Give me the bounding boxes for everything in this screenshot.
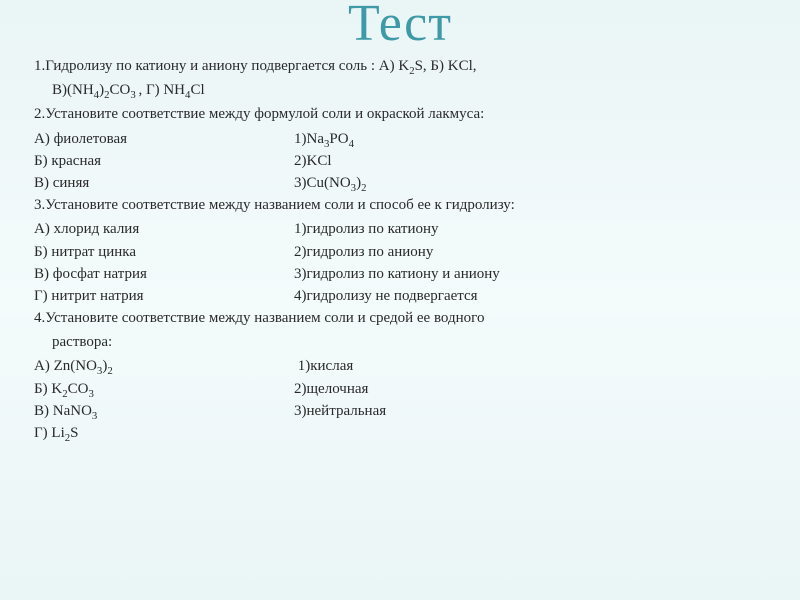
q2-sub: 2: [361, 182, 366, 194]
q2-row-c: В) синяя 3)Cu(NO3)2: [34, 172, 766, 194]
q4-c-right: 3)нейтральная: [294, 400, 766, 422]
q3-a-right: 1)гидролиз по катиону: [294, 218, 766, 240]
q2-b-right: 2)KCl: [294, 150, 766, 172]
question-2-stem: 2.Установите соответствие между формулой…: [34, 103, 766, 125]
q2-c-right: 3)Cu(NO3)2: [294, 172, 766, 194]
q3-c-right: 3)гидролиз по катиону и аниону: [294, 263, 766, 285]
content-body: 1.Гидролизу по катиону и аниону подверга…: [34, 55, 766, 444]
q2-row-a: А) фиолетовая 1)Na3PO4: [34, 128, 766, 150]
q2-a-left: А) фиолетовая: [34, 128, 294, 150]
question-1: 1.Гидролизу по катиону и аниону подверга…: [34, 55, 766, 77]
q4-sub: 2: [107, 365, 112, 377]
q4-d-left: Г) Li2S: [34, 422, 294, 444]
q2-row-b: Б) красная 2)KCl: [34, 150, 766, 172]
q2-sub: 4: [349, 138, 354, 150]
q4-c-left-text: В) NaNO: [34, 403, 92, 419]
q1-text: Cl: [190, 82, 204, 98]
q4-d-left-text: Г) Li: [34, 425, 65, 441]
q3-c-left: В) фосфат натрия: [34, 263, 294, 285]
q4-b-left-text: CO: [68, 381, 89, 397]
q4-row-a: А) Zn(NO3)2 1)кислая: [34, 355, 766, 377]
q3-row-a: А) хлорид калия 1)гидролиз по катиону: [34, 218, 766, 240]
q1-text: , Г) NH: [138, 82, 185, 98]
q3-row-c: В) фосфат натрия 3)гидролиз по катиону и…: [34, 263, 766, 285]
q3-a-left: А) хлорид калия: [34, 218, 294, 240]
q4-row-c: В) NaNO3 3)нейтральная: [34, 400, 766, 422]
q4-b-right: 2)щелочная: [294, 378, 766, 400]
q4-b-left-text: Б) K: [34, 381, 62, 397]
q2-a-right-text: PO: [329, 131, 348, 147]
q1-text: S, Б) KCl,: [415, 58, 477, 74]
q2-a-right-text: 1)Na: [294, 131, 324, 147]
q4-d-left-text: S: [70, 425, 78, 441]
question-4-stem-1: 4.Установите соответствие между название…: [34, 307, 766, 329]
q2-c-left: В) синяя: [34, 172, 294, 194]
q4-a-right-text: 1)кислая: [298, 358, 354, 374]
q4-sub: 3: [92, 410, 97, 422]
question-3-stem: 3.Установите соответствие между название…: [34, 194, 766, 216]
question-4-stem-2: раствора:: [34, 331, 766, 353]
q4-row-d: Г) Li2S: [34, 422, 766, 444]
q4-row-b: Б) K2CO3 2)щелочная: [34, 378, 766, 400]
q1-text: CO: [109, 82, 130, 98]
q4-d-right: [294, 422, 766, 444]
q3-b-left: Б) нитрат цинка: [34, 241, 294, 263]
q3-row-b: Б) нитрат цинка 2)гидролиз по аниону: [34, 241, 766, 263]
question-1-line2: В)(NH4)2CO3 , Г) NH4Cl: [34, 79, 766, 101]
q4-a-right: 1)кислая: [294, 355, 766, 377]
q2-b-left: Б) красная: [34, 150, 294, 172]
q4-a-left: А) Zn(NO3)2: [34, 355, 294, 377]
q4-b-left: Б) K2CO3: [34, 378, 294, 400]
q1-text: В)(NH: [52, 82, 94, 98]
q2-a-right: 1)Na3PO4: [294, 128, 766, 150]
q4-c-left: В) NaNO3: [34, 400, 294, 422]
q3-row-d: Г) нитрит натрия 4)гидролизу не подверга…: [34, 285, 766, 307]
q1-text: 1.Гидролизу по катиону и аниону подверга…: [34, 58, 409, 74]
q4-sub: 3: [88, 388, 93, 400]
q3-d-right: 4)гидролизу не подвергается: [294, 285, 766, 307]
q3-d-left: Г) нитрит натрия: [34, 285, 294, 307]
q2-c-right-text: 3)Cu(NO: [294, 175, 351, 191]
q3-b-right: 2)гидролиз по аниону: [294, 241, 766, 263]
page-title: Тест: [34, 0, 766, 53]
q4-a-left-text: А) Zn(NO: [34, 358, 97, 374]
